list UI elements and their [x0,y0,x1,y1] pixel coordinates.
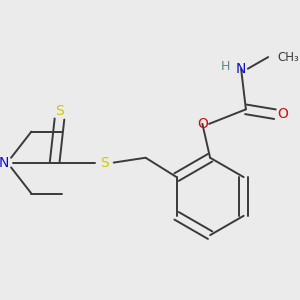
Text: S: S [100,156,109,170]
Text: N: N [0,156,10,170]
Text: O: O [277,107,288,121]
Text: H: H [221,60,230,73]
Text: CH₃: CH₃ [278,51,299,64]
Text: O: O [197,117,208,131]
Text: N: N [236,62,246,76]
Text: S: S [55,104,64,118]
